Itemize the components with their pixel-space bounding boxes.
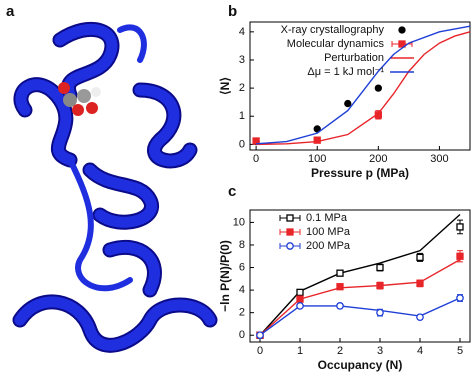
x-tick-label: 5 [457, 345, 463, 357]
legend-label: 100 MPa [306, 226, 351, 238]
panel-label: b [228, 3, 237, 20]
x-tick-label: 3 [377, 345, 383, 357]
marker [336, 283, 344, 291]
marker [416, 253, 424, 262]
y-tick-label: 1 [239, 110, 245, 122]
marker [313, 125, 321, 133]
x-tick-label: 2 [337, 345, 343, 357]
legend-label: 200 MPa [306, 240, 351, 252]
x-axis-label: Pressure p (MPa) [311, 166, 409, 180]
marker [374, 84, 382, 92]
x-axis-label: Occupancy (N) [318, 358, 403, 372]
series-line [256, 31, 471, 146]
x-tick-label: 300 [430, 153, 448, 165]
panel-label: a [6, 3, 15, 20]
marker [456, 223, 464, 231]
y-tick-label: 0 [239, 329, 245, 341]
marker [456, 294, 464, 302]
x-tick-label: 200 [369, 153, 387, 165]
marker [296, 288, 304, 297]
x-tick-label: 4 [417, 345, 423, 357]
marker [376, 308, 384, 317]
marker [256, 331, 264, 340]
y-tick-label: 4 [239, 26, 245, 38]
marker [416, 313, 424, 322]
series-line [259, 259, 461, 336]
series-line [256, 25, 471, 145]
x-tick-label: 0 [253, 153, 259, 165]
y-tick-label: 2 [239, 82, 245, 94]
x-tick-label: 100 [308, 153, 326, 165]
y-axis-label: −ln P(N)/P(0) [218, 240, 232, 312]
marker [456, 252, 464, 260]
panel-label: c [228, 183, 236, 200]
legend-swatch [286, 228, 294, 236]
legend-label: Perturbation [324, 52, 384, 64]
marker [344, 99, 352, 108]
marker [336, 269, 344, 277]
marker [376, 281, 384, 290]
y-tick-label: 10 [233, 216, 245, 228]
marker [416, 279, 424, 287]
legend-label: Molecular dynamics [287, 38, 385, 50]
legend-label: X-ray crystallography [281, 24, 385, 36]
legend-swatch [286, 214, 294, 222]
marker [296, 295, 304, 303]
y-tick-label: 2 [239, 307, 245, 319]
y-tick-label: 6 [239, 261, 245, 273]
protein-illustration [12, 21, 218, 353]
y-axis-label: ⟨N⟩ [218, 77, 232, 95]
marker [336, 302, 344, 310]
series-line [259, 213, 461, 336]
legend-label: Δμ = 1 kJ mol⁻¹ [307, 66, 384, 78]
y-tick-label: 8 [239, 239, 245, 251]
marker [296, 302, 304, 310]
legend-swatch [286, 242, 294, 250]
y-tick-label: 4 [239, 284, 245, 296]
plot-frame [249, 209, 471, 343]
y-tick-label: 0 [239, 138, 245, 150]
y-tick-label: 3 [239, 54, 245, 66]
legend-label: 0.1 MPa [306, 212, 348, 224]
marker [376, 263, 384, 272]
x-tick-label: 1 [297, 345, 303, 357]
legend-swatch [398, 26, 406, 34]
x-tick-label: 0 [257, 345, 263, 357]
plot-frame [249, 21, 471, 151]
series-line [259, 297, 461, 336]
legend-swatch [398, 40, 406, 48]
